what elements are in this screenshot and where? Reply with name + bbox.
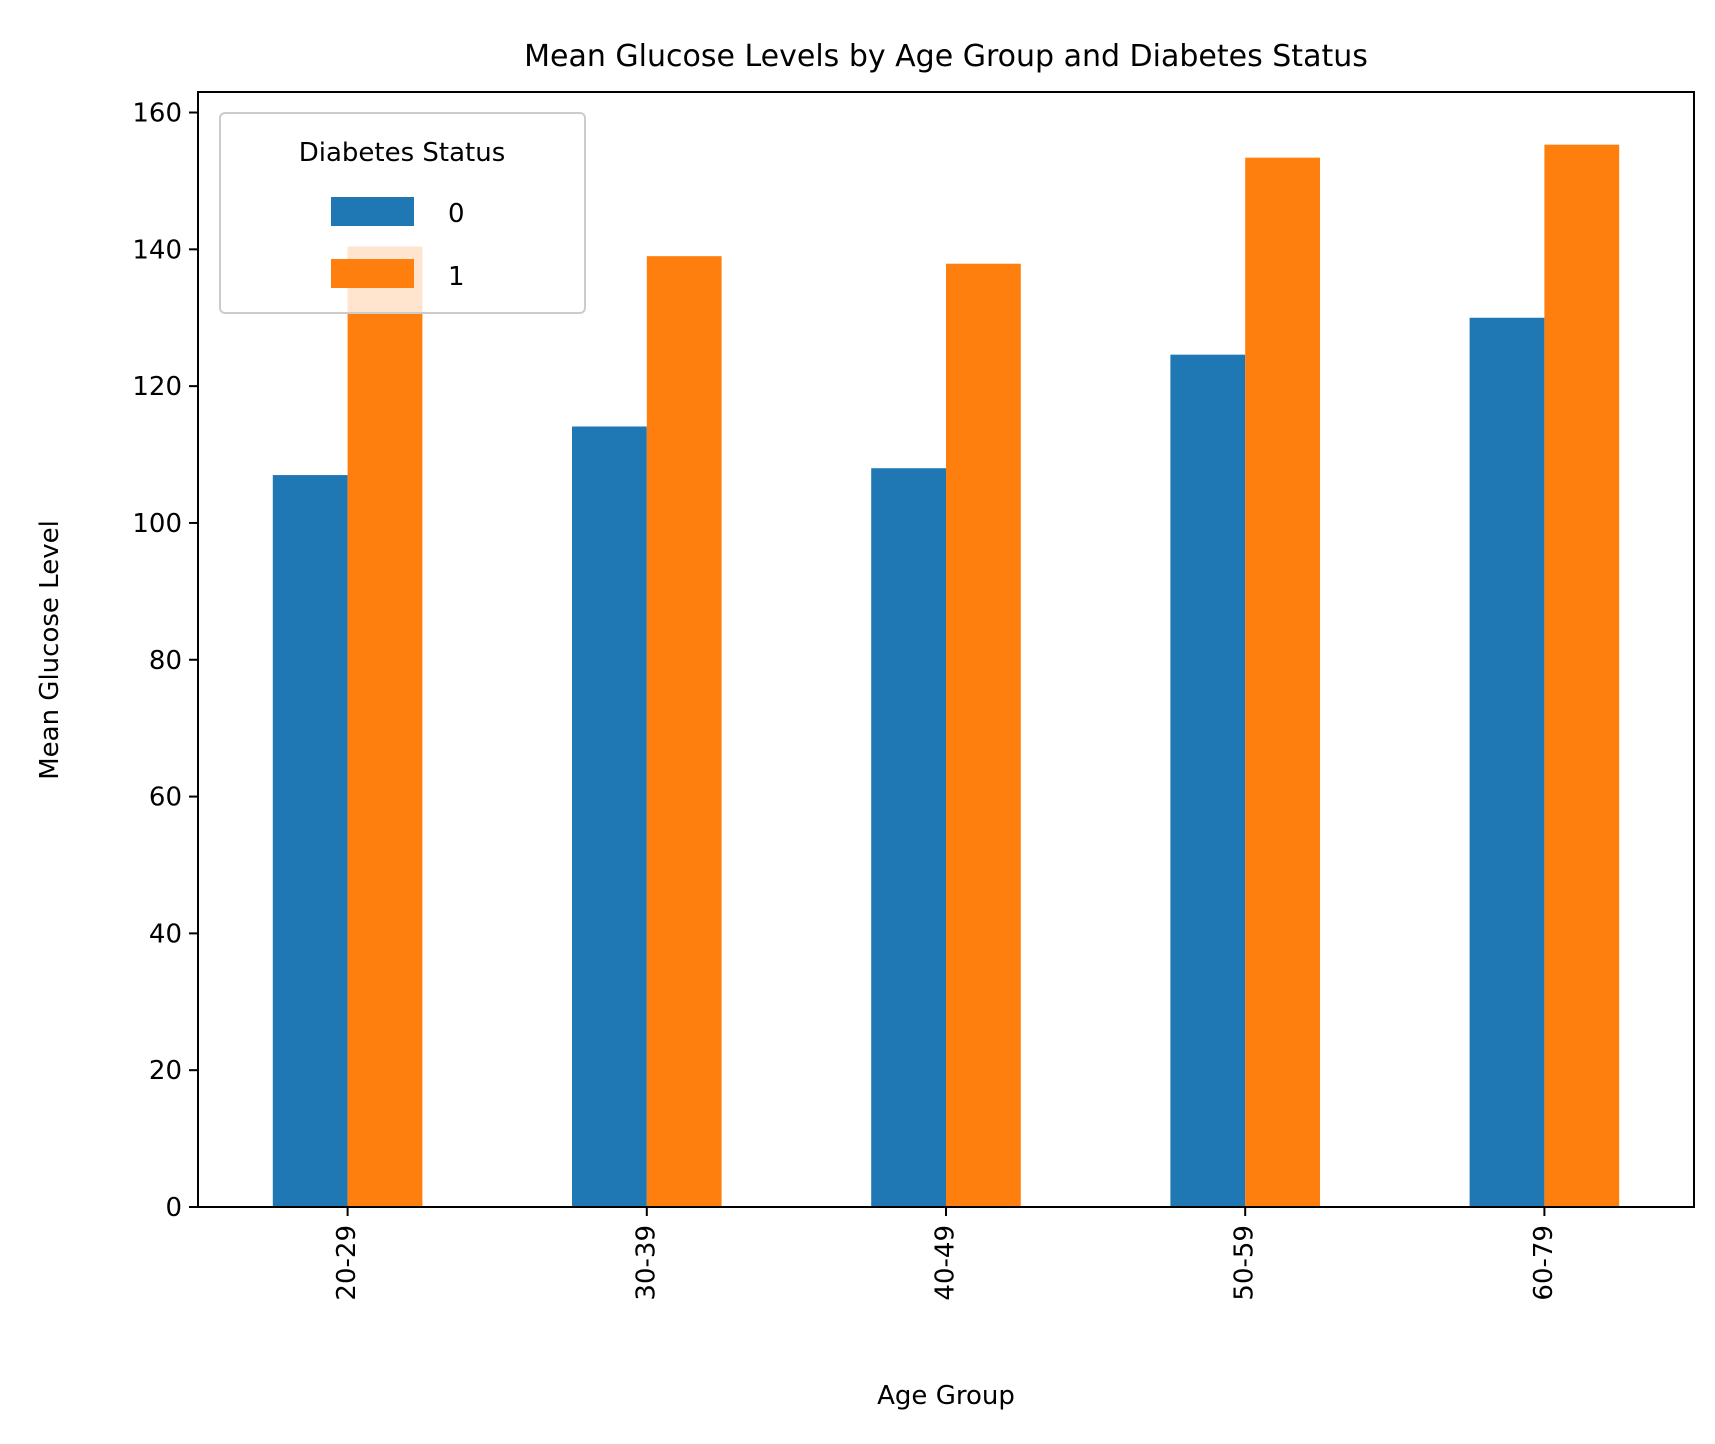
chart-title: Mean Glucose Levels by Age Group and Dia…	[524, 39, 1368, 74]
x-tick-label: 30-39	[631, 1225, 661, 1301]
x-axis-label: Age Group	[877, 1381, 1015, 1411]
y-tick-label: 100	[132, 509, 182, 539]
plot-frame	[197, 91, 1695, 1208]
y-tick-label: 120	[132, 372, 182, 402]
legend-label-series-1: 1	[448, 262, 465, 292]
legend-title: Diabetes Status	[299, 138, 506, 168]
bar-series-1-40-49	[946, 263, 1021, 1207]
y-axis-label: Mean Glucose Level	[35, 520, 65, 780]
y-tick-label: 20	[149, 1056, 182, 1086]
y-tick-label: 140	[132, 235, 182, 265]
x-tick-label: 40-49	[931, 1225, 961, 1301]
x-axis: 20-29 30-39 40-49 50-59 60-79	[332, 1207, 1559, 1301]
bars-group	[272, 144, 1620, 1208]
bar-series-0-50-59	[1170, 354, 1246, 1207]
legend: Diabetes Status 0 1	[219, 112, 586, 314]
legend-label-series-0: 0	[448, 199, 465, 229]
bar-series-1-50-59	[1245, 157, 1320, 1207]
bar-series-0-60-79	[1469, 317, 1545, 1207]
x-tick-label: 20-29	[332, 1225, 362, 1301]
x-tick-label: 60-79	[1529, 1225, 1559, 1301]
y-tick-label: 60	[149, 783, 182, 813]
bar-series-0-40-49	[871, 468, 946, 1208]
bar-series-0-20-29	[272, 475, 348, 1207]
y-tick-label: 40	[149, 919, 182, 949]
y-axis: 0 20 40 60 80 100 120 140 160	[132, 99, 198, 1223]
bar-series-1-30-39	[646, 256, 722, 1207]
legend-swatch-series-0	[331, 197, 414, 226]
bar-series-1-60-79	[1544, 144, 1620, 1207]
x-tick-label: 50-59	[1230, 1225, 1260, 1301]
legend-swatch-series-1	[331, 259, 414, 288]
bar-series-1-20-29	[347, 246, 423, 1208]
y-tick-label: 160	[132, 99, 182, 129]
y-tick-label: 80	[149, 646, 182, 676]
bar-series-0-30-39	[572, 426, 647, 1207]
y-tick-label: 0	[165, 1193, 182, 1223]
